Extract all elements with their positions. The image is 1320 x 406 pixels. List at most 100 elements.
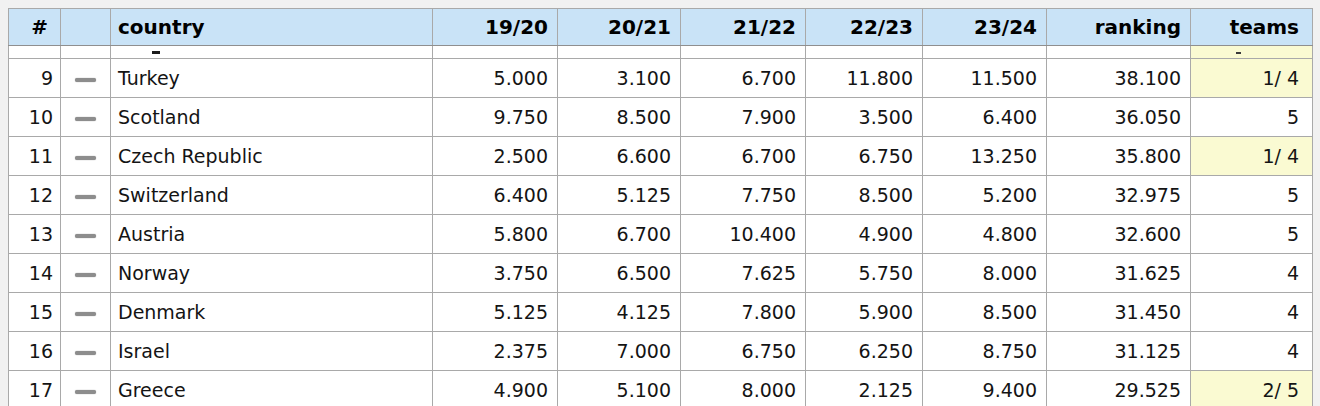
cell-ranking: 35.800 (1047, 137, 1191, 176)
trend-cell (61, 332, 111, 371)
clipped-text-fragment (1236, 52, 1241, 54)
cell-season (923, 46, 1047, 59)
cell-teams: 2/ 5 (1191, 371, 1313, 406)
cell-num: 12 (9, 176, 61, 215)
cell-num: 15 (9, 293, 61, 332)
cell-country: Denmark (111, 293, 433, 332)
cell-country: Czech Republic (111, 137, 433, 176)
cell-ranking: 31.625 (1047, 254, 1191, 293)
cell-s4: 4.900 (806, 215, 923, 254)
trend-cell (61, 215, 111, 254)
cell-s2: 3.100 (558, 59, 681, 98)
cell-s2: 5.125 (558, 176, 681, 215)
cell-teams: 5 (1191, 215, 1313, 254)
cell-ranking: 32.975 (1047, 176, 1191, 215)
cell-s3: 7.900 (681, 98, 806, 137)
cell-s1: 5.800 (433, 215, 558, 254)
cell-teams: 4 (1191, 332, 1313, 371)
cell-s5: 8.750 (923, 332, 1047, 371)
cell-country: Scotland (111, 98, 433, 137)
table-row: 10Scotland9.7508.5007.9003.5006.40036.05… (9, 98, 1313, 137)
trend-cell (61, 371, 111, 406)
cell-num: 17 (9, 371, 61, 406)
column-header-season-20-21: 20/21 (558, 9, 681, 46)
cell-s2: 6.600 (558, 137, 681, 176)
cell-s2: 6.700 (558, 215, 681, 254)
cell-s3: 7.750 (681, 176, 806, 215)
cell-s4: 2.125 (806, 371, 923, 406)
cell-country: Austria (111, 215, 433, 254)
cell-s2: 6.500 (558, 254, 681, 293)
table-row: 11Czech Republic2.5006.6006.7006.75013.2… (9, 137, 1313, 176)
cell-s4: 5.750 (806, 254, 923, 293)
cell-s4: 11.800 (806, 59, 923, 98)
cell-s3: 6.750 (681, 332, 806, 371)
table-row: 13Austria5.8006.70010.4004.9004.80032.60… (9, 215, 1313, 254)
cell-ranking (1047, 46, 1191, 59)
cell-s5: 4.800 (923, 215, 1047, 254)
cell-ranking: 29.525 (1047, 371, 1191, 406)
clipped-text-fragment (152, 51, 160, 54)
trend-cell (61, 59, 111, 98)
cell-season (806, 46, 923, 59)
cell-season (558, 46, 681, 59)
trend-cell (61, 254, 111, 293)
cell-s1: 6.400 (433, 176, 558, 215)
table-header: # country 19/20 20/21 21/22 22/23 23/24 … (9, 9, 1313, 46)
trend-cell (61, 98, 111, 137)
cell-teams: 1/ 4 (1191, 59, 1313, 98)
cell-s3: 6.700 (681, 137, 806, 176)
table-row: 9Turkey5.0003.1006.70011.80011.50038.100… (9, 59, 1313, 98)
column-header-trend (61, 9, 111, 46)
cell-season (433, 46, 558, 59)
cell-s4: 5.900 (806, 293, 923, 332)
cell-country: Switzerland (111, 176, 433, 215)
cell-num: 16 (9, 332, 61, 371)
cell-s3: 7.625 (681, 254, 806, 293)
column-header-rank-number: # (9, 9, 61, 46)
cell-s2: 8.500 (558, 98, 681, 137)
clipped-row (9, 46, 1313, 59)
cell-s2: 5.100 (558, 371, 681, 406)
cell-s1: 9.750 (433, 98, 558, 137)
trend-cell (61, 176, 111, 215)
cell-s5: 8.000 (923, 254, 1047, 293)
cell-country: Turkey (111, 59, 433, 98)
country-ranking-table: # country 19/20 20/21 21/22 22/23 23/24 … (8, 8, 1313, 406)
trend-cell (61, 293, 111, 332)
cell-country (111, 46, 433, 59)
cell-s3: 8.000 (681, 371, 806, 406)
cell-s1: 4.900 (433, 371, 558, 406)
header-row: # country 19/20 20/21 21/22 22/23 23/24 … (9, 9, 1313, 46)
country-ranking-table-wrap: # country 19/20 20/21 21/22 22/23 23/24 … (8, 8, 1313, 406)
column-header-ranking: ranking (1047, 9, 1191, 46)
cell-s4: 6.250 (806, 332, 923, 371)
cell-s4: 3.500 (806, 98, 923, 137)
trend-no-change-icon (75, 390, 96, 394)
column-header-season-23-24: 23/24 (923, 9, 1047, 46)
cell-s5: 11.500 (923, 59, 1047, 98)
cell-num: 14 (9, 254, 61, 293)
cell-s1: 2.375 (433, 332, 558, 371)
cell-ranking: 32.600 (1047, 215, 1191, 254)
cell-s3: 6.700 (681, 59, 806, 98)
column-header-teams: teams (1191, 9, 1313, 46)
trend-cell (61, 46, 111, 59)
cell-s3: 7.800 (681, 293, 806, 332)
trend-no-change-icon (75, 195, 96, 199)
cell-teams (1191, 46, 1313, 59)
cell-country: Norway (111, 254, 433, 293)
trend-no-change-icon (75, 351, 96, 355)
table-row: 16Israel2.3757.0006.7506.2508.75031.1254 (9, 332, 1313, 371)
cell-ranking: 38.100 (1047, 59, 1191, 98)
table-row: 15Denmark5.1254.1257.8005.9008.50031.450… (9, 293, 1313, 332)
cell-s5: 6.400 (923, 98, 1047, 137)
cell-s5: 9.400 (923, 371, 1047, 406)
trend-no-change-icon (75, 117, 96, 121)
trend-no-change-icon (75, 312, 96, 316)
cell-num: 13 (9, 215, 61, 254)
cell-s4: 6.750 (806, 137, 923, 176)
cell-s2: 4.125 (558, 293, 681, 332)
trend-no-change-icon (75, 273, 96, 277)
cell-s5: 5.200 (923, 176, 1047, 215)
